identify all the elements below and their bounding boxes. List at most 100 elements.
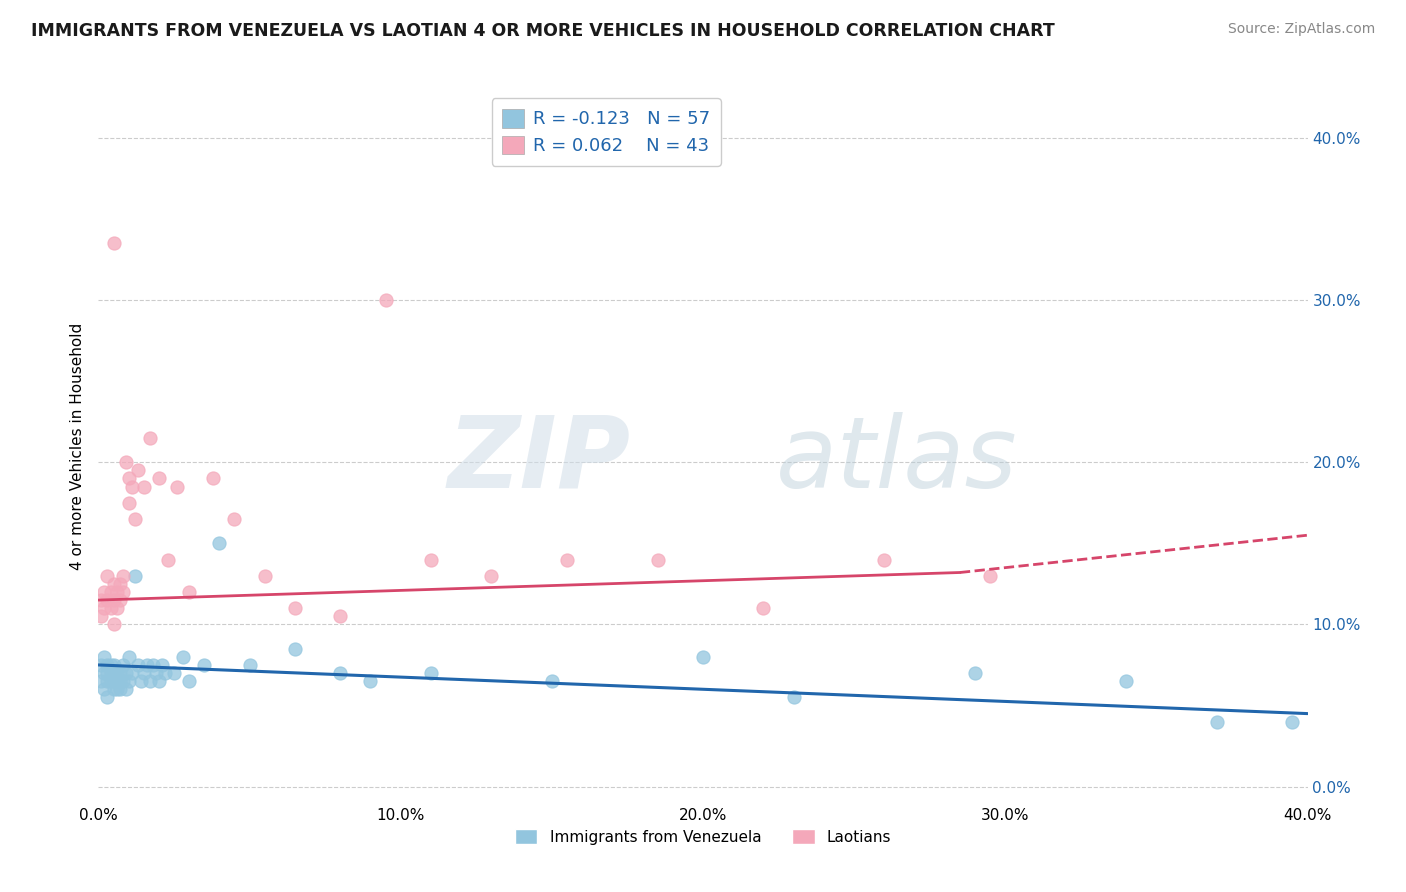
Point [179,674,201,689]
Point [208,536,231,550]
Text: atlas: atlas [776,412,1017,508]
Point [647,552,669,566]
Point [105,674,128,689]
Point [103,617,125,632]
Point [105,585,128,599]
Y-axis label: 4 or more Vehicles in Household: 4 or more Vehicles in Household [69,322,84,570]
Point [374,293,396,307]
Point [1115,674,1137,689]
Point [172,649,194,664]
Point [202,471,225,485]
Point [153,666,176,681]
Point [139,674,162,689]
Point [105,601,128,615]
Point [979,568,1001,582]
Point [90,674,112,689]
Point [100,657,122,672]
Point [108,666,131,681]
Point [96,657,118,672]
Point [129,674,152,689]
Point [118,496,141,510]
Point [90,657,112,672]
Point [253,568,276,582]
Point [148,674,170,689]
Point [692,649,714,664]
Point [103,657,125,672]
Text: Source: ZipAtlas.com: Source: ZipAtlas.com [1227,22,1375,37]
Point [108,674,131,689]
Point [100,601,122,615]
Point [93,585,115,599]
Point [103,674,125,689]
Text: ZIP: ZIP [447,412,630,508]
Point [100,666,122,681]
Point [90,593,112,607]
Point [148,471,170,485]
Point [100,674,122,689]
Point [783,690,806,705]
Point [329,666,352,681]
Point [118,471,141,485]
Text: IMMIGRANTS FROM VENEZUELA VS LAOTIAN 4 OR MORE VEHICLES IN HOUSEHOLD CORRELATION: IMMIGRANTS FROM VENEZUELA VS LAOTIAN 4 O… [31,22,1054,40]
Point [103,577,125,591]
Point [284,641,307,656]
Point [540,674,562,689]
Point [1206,714,1229,729]
Point [108,577,131,591]
Point [103,666,125,681]
Point [111,674,134,689]
Point [145,666,167,681]
Point [965,666,987,681]
Point [752,601,775,615]
Point [132,479,155,493]
Point [121,666,143,681]
Point [224,512,246,526]
Point [124,568,146,582]
Point [114,455,136,469]
Point [139,431,162,445]
Point [135,657,157,672]
Point [96,568,118,582]
Point [127,657,149,672]
Point [100,585,122,599]
Point [121,479,143,493]
Point [111,568,134,582]
Point [193,657,215,672]
Point [118,649,141,664]
Point [179,585,201,599]
Point [111,657,134,672]
Point [156,552,179,566]
Point [93,666,115,681]
Point [90,609,112,624]
Point [108,682,131,697]
Point [96,674,118,689]
Point [93,601,115,615]
Point [124,512,146,526]
Point [284,601,307,615]
Point [150,657,173,672]
Point [420,666,443,681]
Point [481,568,503,582]
Point [93,682,115,697]
Point [114,682,136,697]
Point [103,682,125,697]
Point [93,649,115,664]
Point [873,552,896,566]
Point [96,593,118,607]
Point [111,585,134,599]
Point [114,666,136,681]
Point [166,479,188,493]
Point [132,666,155,681]
Point [103,236,125,251]
Point [105,666,128,681]
Point [105,682,128,697]
Point [142,657,165,672]
Point [163,666,186,681]
Point [103,593,125,607]
Point [329,609,352,624]
Point [420,552,443,566]
Point [360,674,382,689]
Point [96,690,118,705]
Point [555,552,578,566]
Point [127,463,149,477]
